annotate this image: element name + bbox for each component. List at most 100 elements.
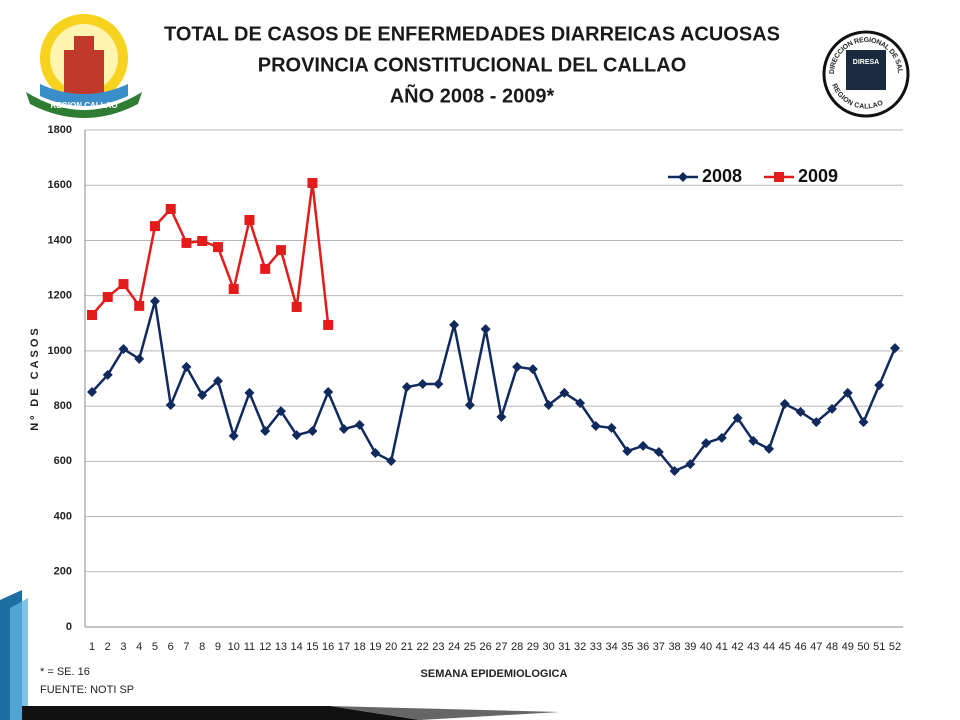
point [559, 387, 570, 398]
point [275, 406, 286, 417]
x-axis-label: SEMANA EPIDEMIOLOGICA [421, 668, 568, 680]
x-tick-label: 46 [794, 641, 806, 653]
y-tick-label: 1000 [48, 345, 72, 357]
ribbon [22, 706, 420, 720]
point [149, 221, 160, 232]
y-tick-label: 1600 [48, 179, 72, 191]
series-line [91, 182, 330, 326]
chart-title: AÑO 2008 - 2009* [390, 84, 555, 107]
y-tick-label: 0 [66, 621, 72, 633]
x-tick-label: 5 [152, 641, 158, 653]
point [260, 263, 271, 274]
x-tick-label: 28 [511, 641, 523, 653]
x-tick-label: 24 [448, 641, 460, 653]
point [87, 387, 97, 398]
point [149, 296, 160, 307]
point [244, 215, 255, 226]
point [653, 446, 664, 457]
point [716, 432, 727, 443]
x-tick-label: 41 [716, 641, 728, 653]
x-tick-label: 49 [842, 641, 854, 653]
y-tick-label: 400 [54, 510, 72, 522]
x-tick-label: 31 [558, 641, 570, 653]
footnote: * = SE. 16 [40, 666, 90, 678]
x-tick-label: 25 [464, 641, 476, 653]
series [87, 296, 900, 476]
point [307, 425, 318, 436]
x-tick-label: 50 [857, 641, 869, 653]
left-logo: REGION CALLAO [26, 14, 142, 118]
point [102, 369, 113, 380]
x-tick-label: 44 [763, 641, 775, 653]
x-tick-label: 14 [291, 641, 303, 653]
point [370, 448, 381, 459]
point [590, 420, 601, 431]
point [134, 353, 145, 364]
x-tick-label: 22 [417, 641, 429, 653]
x-tick-label: 47 [810, 641, 822, 653]
point [464, 400, 475, 411]
x-tick-label: 20 [385, 641, 397, 653]
y-tick-label: 1200 [48, 290, 72, 302]
x-tick-label: 11 [244, 641, 255, 653]
x-tick-label: 17 [338, 641, 350, 653]
x-tick-label: 29 [527, 641, 539, 653]
point [212, 375, 223, 386]
chart-title: PROVINCIA CONSTITUCIONAL DEL CALLAO [258, 54, 687, 76]
point [701, 438, 712, 449]
point [228, 284, 239, 295]
series [87, 178, 334, 330]
point [338, 424, 349, 435]
x-tick-label: 26 [480, 641, 492, 653]
point [197, 390, 208, 401]
point [764, 443, 775, 454]
legend-label: 2008 [702, 166, 742, 186]
y-tick-label: 600 [54, 455, 72, 467]
point [181, 237, 192, 248]
chart-title: TOTAL DE CASOS DE ENFERMEDADES DIARREICA… [164, 23, 780, 45]
point [165, 400, 176, 411]
waves [40, 84, 128, 106]
x-tick-label: 1 [89, 641, 95, 653]
ribbon [330, 706, 560, 720]
x-tick-label: 21 [401, 641, 413, 653]
point [858, 417, 869, 428]
point [354, 419, 365, 430]
x-tick-label: 27 [495, 641, 507, 653]
point [748, 435, 759, 446]
x-tick-label: 7 [183, 641, 189, 653]
point [669, 465, 680, 476]
x-tick-label: 42 [731, 641, 743, 653]
y-axis-label: Nº DE CASOS [29, 325, 41, 430]
x-tick-label: 36 [637, 641, 649, 653]
point [543, 400, 554, 411]
x-tick-label: 40 [700, 641, 712, 653]
point [307, 178, 318, 189]
x-tick-label: 19 [369, 641, 381, 653]
point [622, 446, 633, 457]
x-tick-label: 39 [684, 641, 696, 653]
ribbon [10, 598, 28, 720]
x-tick-label: 2 [105, 641, 111, 653]
point [685, 459, 696, 470]
point [228, 430, 239, 441]
point [512, 361, 523, 372]
point [212, 242, 223, 253]
x-tick-label: 32 [574, 641, 586, 653]
x-tick-label: 13 [275, 641, 287, 653]
x-tick-label: 48 [826, 641, 838, 653]
x-tick-label: 10 [228, 641, 240, 653]
logo-text: DIRESA [853, 59, 879, 66]
x-tick-label: 34 [605, 641, 617, 653]
x-tick-label: 35 [621, 641, 633, 653]
x-tick-label: 43 [747, 641, 759, 653]
x-tick-label: 16 [322, 641, 334, 653]
point [417, 379, 428, 390]
point [244, 387, 255, 398]
point [811, 417, 822, 428]
x-tick-label: 8 [199, 641, 205, 653]
x-tick-label: 38 [668, 641, 680, 653]
point [181, 361, 192, 372]
point [496, 411, 507, 422]
